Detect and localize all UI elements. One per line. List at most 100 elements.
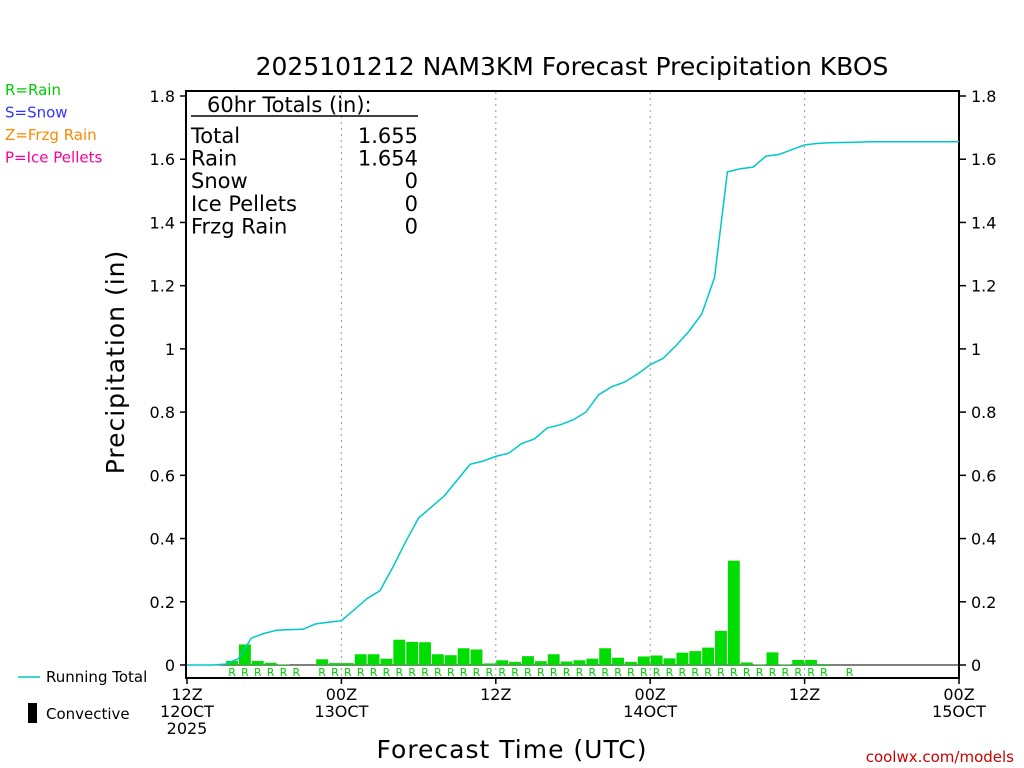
rain-type-mark: R	[395, 666, 403, 679]
y-tick-label-left: 0.4	[150, 530, 175, 549]
x-tick-label: 13OCT	[314, 702, 368, 721]
y-tick-label-right: 0.2	[971, 593, 996, 612]
precip-bar	[650, 655, 663, 665]
precip-bar	[727, 560, 740, 665]
precip-bar	[637, 656, 650, 665]
precip-bar	[779, 664, 792, 665]
precip-bar	[817, 664, 830, 665]
rain-type-mark: R	[228, 666, 236, 679]
precip-bar	[715, 630, 727, 665]
precip-bar	[251, 660, 264, 665]
rain-type-mark: R	[653, 666, 661, 679]
convective-legend-label: Convective	[46, 705, 130, 723]
rain-type-mark: R	[280, 666, 288, 679]
precip-bar	[663, 658, 676, 665]
rain-type-mark: R	[781, 666, 789, 679]
rain-type-mark: R	[473, 666, 481, 679]
rain-type-mark: R	[254, 666, 262, 679]
x-tick-label: 12Z	[171, 685, 202, 704]
y-tick-label-left: 1.4	[150, 213, 175, 232]
totals-rows: Total 1.655 Rain 1.654 Snow 0 Ice Pellets 0 Frzg…	[190, 124, 418, 238]
precip-bar	[264, 662, 277, 665]
precip-type-legend-item: P=Ice Pellets	[5, 149, 102, 167]
precip-bar	[329, 663, 341, 665]
precip-bar	[522, 656, 534, 665]
totals-row-label: Frzg Rain	[191, 214, 287, 238]
rain-type-mark: R	[318, 666, 326, 679]
rain-type-mark: R	[640, 666, 648, 679]
rain-type-mark: R	[344, 666, 352, 679]
y-axis-left: 0 0.2 0.4 0.6 0.8 1 1.2 1.4 1.6 1.8	[150, 87, 187, 675]
y-tick-label-left: 0.6	[150, 466, 175, 485]
totals-row-label: Ice Pellets	[191, 192, 297, 216]
convective-legend-swatch	[28, 703, 37, 723]
rain-type-mark: R	[421, 666, 429, 679]
rain-type-mark: R	[357, 666, 365, 679]
rain-type-mark: R	[267, 666, 275, 679]
y-tick-label-right: 0	[971, 656, 981, 675]
precip-bar	[702, 647, 715, 665]
rain-type-mark: R	[563, 666, 571, 679]
y-tick-label-right: 1	[971, 340, 981, 359]
y-tick-label-left: 1.6	[150, 150, 175, 169]
rain-type-mark: R	[434, 666, 442, 679]
rain-type-mark: R	[601, 666, 609, 679]
totals-header: 60hr Totals (in):	[207, 93, 372, 117]
precip-bar	[380, 658, 393, 665]
x-axis-label: Forecast Time (UTC)	[377, 735, 648, 764]
precip-bar	[431, 654, 444, 665]
rain-type-mark: R	[370, 666, 378, 679]
precip-bar	[496, 660, 509, 665]
totals-row-label: Rain	[191, 147, 237, 171]
rain-type-mark: R	[588, 666, 596, 679]
rain-type-mark: R	[576, 666, 584, 679]
rain-type-mark: R	[383, 666, 391, 679]
precip-bar	[586, 658, 599, 665]
y-tick-label-left: 1.2	[150, 277, 175, 296]
precip-bar	[238, 644, 251, 665]
rain-type-mark: R	[537, 666, 545, 679]
precip-bar	[573, 660, 586, 665]
rain-type-mark: R	[627, 666, 635, 679]
precip-type-legend: R=Rain S=Snow Z=Frzg Rain P=Ice Pellets	[5, 81, 102, 167]
x-tick-label: 00Z	[635, 685, 666, 704]
rain-type-mark: R	[460, 666, 468, 679]
totals-box: 60hr Totals (in): Total 1.655 Rain 1.654 Sno…	[190, 93, 418, 238]
precip-bar	[740, 662, 753, 665]
totals-row-value: 1.654	[358, 147, 418, 171]
precip-bar	[341, 663, 354, 665]
rain-type-mark: R	[704, 666, 712, 679]
totals-row-value: 0	[405, 192, 418, 216]
precip-type-legend-item: Z=Frzg Rain	[5, 126, 97, 144]
precip-bar	[367, 654, 380, 665]
x-tick-label: 15OCT	[932, 702, 986, 721]
precip-bar	[599, 648, 612, 665]
totals-row-label: Snow	[191, 169, 248, 193]
precip-bar	[805, 659, 817, 665]
precip-bar	[354, 654, 367, 665]
precip-bar	[470, 649, 483, 665]
y-tick-label-right: 0.8	[971, 403, 996, 422]
totals-row-label: Total	[190, 124, 240, 148]
rain-type-mark: R	[691, 666, 699, 679]
rain-type-mark: R	[756, 666, 764, 679]
rain-type-mark: R	[820, 666, 828, 679]
rain-type-mark: R	[524, 666, 532, 679]
rain-type-mark: R	[730, 666, 738, 679]
precip-bar	[393, 639, 406, 665]
plot-frame	[185, 90, 960, 679]
rain-type-mark: R	[447, 666, 455, 679]
hourly-bars	[226, 560, 830, 665]
x-tick-label: 2025	[167, 719, 208, 738]
x-tick-label: 12OCT	[160, 702, 214, 721]
rain-type-mark: R	[408, 666, 416, 679]
rain-type-mark: R	[498, 666, 506, 679]
precip-bar	[483, 663, 496, 665]
rain-type-mark: R	[241, 666, 249, 679]
rain-type-mark: R	[743, 666, 751, 679]
y-tick-label-left: 0	[165, 656, 175, 675]
y-tick-label-left: 1	[165, 340, 175, 359]
chart-title: 2025101212 NAM3KM Forecast Precipitation…	[256, 52, 889, 81]
